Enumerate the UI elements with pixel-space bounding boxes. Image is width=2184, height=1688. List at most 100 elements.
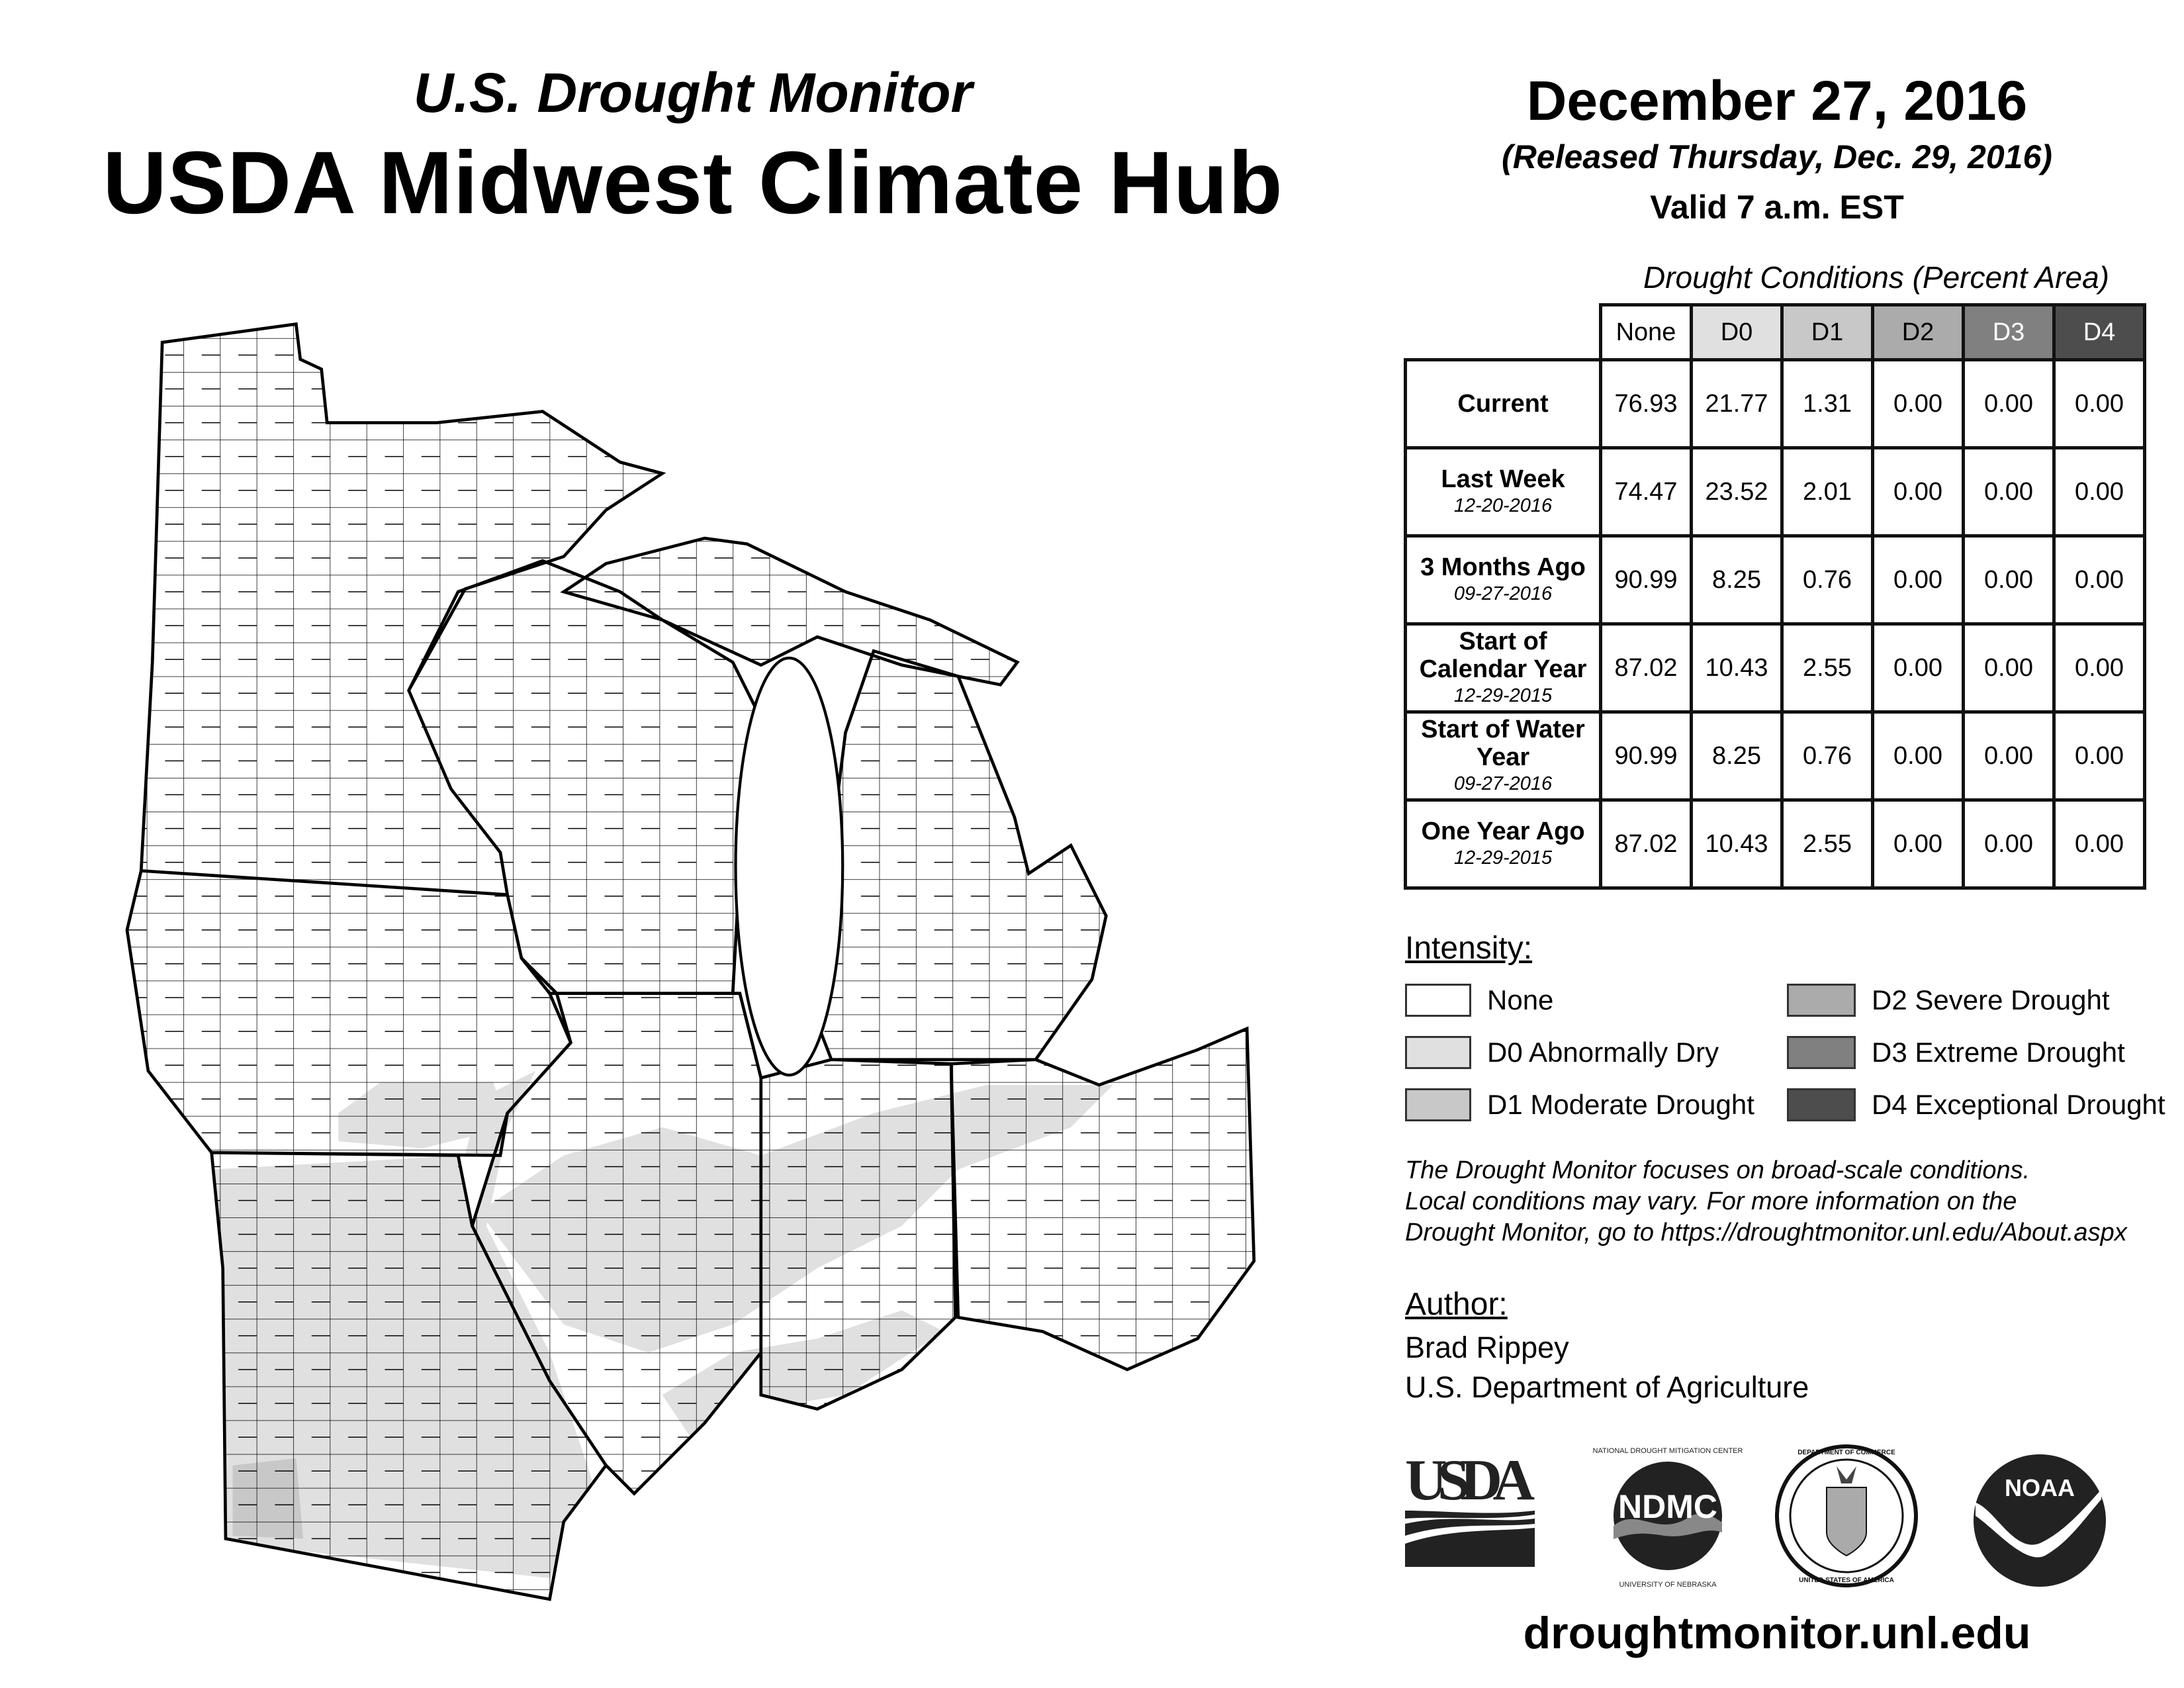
table-row: Start of Calendar Year 12-29-2015 87.02 10.… <box>1404 622 2146 714</box>
legend-swatch <box>1787 1088 1856 1121</box>
table-cell: 0.76 <box>1780 534 1874 626</box>
website-link[interactable]: droughtmonitor.unl.edu <box>1523 1608 2031 1658</box>
table-cell: 0.00 <box>1962 534 2056 626</box>
table-cell: 1.31 <box>1780 358 1874 449</box>
table-cell: 0.00 <box>1871 622 1965 714</box>
note-line: Drought Monitor, go to https://droughtmo… <box>1405 1219 2127 1246</box>
legend-title: Intensity: <box>1405 931 1533 966</box>
legend-label: D1 Moderate Drought <box>1487 1089 1754 1120</box>
valid-time: Valid 7 a.m. EST <box>1650 189 1904 226</box>
release-date: (Released Thursday, Dec. 29, 2016) <box>1502 138 2052 175</box>
svg-text:NATIONAL DROUGHT MITIGATION CE: NATIONAL DROUGHT MITIGATION CENTER <box>1593 1447 1743 1455</box>
row-label-text: Last Week <box>1441 465 1565 493</box>
table-cell: 23.52 <box>1690 446 1784 538</box>
row-label-text: Current <box>1457 390 1549 418</box>
legend-swatch <box>1787 1036 1856 1069</box>
noaa-logo: NOAA <box>1974 1454 2106 1587</box>
map-subtitle: U.S. Drought Monitor <box>413 62 973 124</box>
legend-swatch <box>1405 1088 1471 1121</box>
table-cell: 0.00 <box>2052 798 2146 890</box>
row-label: Current <box>1404 358 1602 449</box>
col-none: None <box>1599 303 1693 361</box>
col-d3: D3 <box>1962 303 2056 361</box>
table-caption: Drought Conditions (Percent Area) <box>1643 260 2109 295</box>
table-cell: 0.00 <box>1871 534 1965 626</box>
table-row: 3 Months Ago 09-27-2016 90.99 8.25 0.76 0.00 0… <box>1404 534 2146 626</box>
commerce-seal: DEPARTMENT OF COMMERCE UNITED STATES OF … <box>1775 1444 1918 1587</box>
table-cell: 2.01 <box>1780 446 1874 538</box>
table-row: Start of Water Year 09-27-2016 90.99 8.25 0.… <box>1404 710 2146 802</box>
row-date: 09-27-2016 <box>1453 583 1553 604</box>
table-cell: 76.93 <box>1599 358 1693 449</box>
svg-text:NOAA: NOAA <box>2005 1474 2075 1501</box>
legend-item-d2: D2 Severe Drought <box>1787 984 2110 1017</box>
table-cell: 0.00 <box>1871 358 1965 449</box>
author-title: Author: <box>1405 1287 1508 1322</box>
table-cell: 21.77 <box>1690 358 1784 449</box>
row-date: 12-29-2015 <box>1453 847 1553 868</box>
table-corner <box>1405 305 1602 361</box>
note-line: Local conditions may vary. For more info… <box>1405 1188 2017 1215</box>
table-cell: 0.00 <box>1871 798 1965 890</box>
col-d2: D2 <box>1871 303 1965 361</box>
row-label-text: Start of Water Year <box>1421 716 1585 771</box>
table-cell: 0.00 <box>1962 622 2056 714</box>
legend-item-d3: D3 Extreme Drought <box>1787 1036 2125 1069</box>
legend-swatch <box>1787 984 1856 1017</box>
row-label: Start of Water Year 09-27-2016 <box>1404 710 1602 802</box>
table-cell: 8.25 <box>1690 710 1784 802</box>
map-title: USDA Midwest Climate Hub <box>103 134 1283 232</box>
table-cell: 0.00 <box>2052 358 2146 449</box>
author-org: U.S. Department of Agriculture <box>1405 1370 1809 1404</box>
col-d0: D0 <box>1690 303 1784 361</box>
row-label: Last Week 12-20-2016 <box>1404 446 1602 538</box>
table-cell: 0.00 <box>2052 622 2146 714</box>
note-line: The Drought Monitor focuses on broad-sca… <box>1405 1156 2030 1184</box>
table-cell: 0.00 <box>1962 710 2056 802</box>
table-cell: 0.00 <box>1962 446 2056 538</box>
table-cell: 90.99 <box>1599 534 1693 626</box>
legend-label: None <box>1487 984 1554 1015</box>
table-cell: 90.99 <box>1599 710 1693 802</box>
row-label: Start of Calendar Year 12-29-2015 <box>1404 622 1602 714</box>
lake-michigan <box>734 656 844 1077</box>
legend-label: D3 Extreme Drought <box>1872 1037 2125 1068</box>
svg-text:UNIVERSITY OF NEBRASKA: UNIVERSITY OF NEBRASKA <box>1619 1581 1717 1589</box>
legend-label: D2 Severe Drought <box>1872 984 2110 1015</box>
table-cell: 0.00 <box>2052 534 2146 626</box>
row-label-text: 3 Months Ago <box>1420 553 1586 581</box>
row-date: 12-29-2015 <box>1453 685 1553 706</box>
row-date: 12-20-2016 <box>1453 495 1553 516</box>
legend-item-d0: D0 Abnormally Dry <box>1405 1036 1719 1069</box>
legend-label: D4 Exceptional Drought <box>1872 1089 2165 1120</box>
table-cell: 10.43 <box>1690 798 1784 890</box>
table-cell: 0.00 <box>1871 446 1965 538</box>
table-cell: 0.76 <box>1780 710 1874 802</box>
table-row: One Year Ago 12-29-2015 87.02 10.43 2.55 0.00… <box>1404 798 2146 890</box>
table-cell: 0.00 <box>2052 446 2146 538</box>
col-d4: D4 <box>2052 303 2146 361</box>
table-cell: 10.43 <box>1690 622 1784 714</box>
row-date: 09-27-2016 <box>1453 773 1553 794</box>
ndmc-logo: NDMC NATIONAL DROUGHT MITIGATION CENTER … <box>1593 1447 1743 1589</box>
table-row: Current 76.93 21.77 1.31 0.00 0.00 0.00 <box>1404 358 2146 449</box>
row-label-text: Start of Calendar Year <box>1419 628 1587 683</box>
table-cell: 87.02 <box>1599 798 1693 890</box>
row-label-text: One Year Ago <box>1421 818 1585 845</box>
author-name: Brad Rippey <box>1405 1331 1569 1364</box>
legend-swatch <box>1405 1036 1471 1069</box>
svg-text:UNITED STATES OF AMERICA: UNITED STATES OF AMERICA <box>1799 1577 1894 1584</box>
svg-text:NDMC: NDMC <box>1618 1488 1717 1525</box>
table-cell: 74.47 <box>1599 446 1693 538</box>
table-cell: 2.55 <box>1780 798 1874 890</box>
col-d1: D1 <box>1780 303 1874 361</box>
row-label: 3 Months Ago 09-27-2016 <box>1404 534 1602 626</box>
table-row: Last Week 12-20-2016 74.47 23.52 2.01 0.00 0.0… <box>1404 446 2146 538</box>
map-date: December 27, 2016 <box>1526 70 2028 132</box>
table-cell: 0.00 <box>1871 710 1965 802</box>
legend-item-none: None <box>1405 984 1553 1017</box>
table-cell: 0.00 <box>2052 710 2146 802</box>
table-cell: 0.00 <box>1962 358 2056 449</box>
legend-item-d4: D4 Exceptional Drought <box>1787 1088 2165 1121</box>
